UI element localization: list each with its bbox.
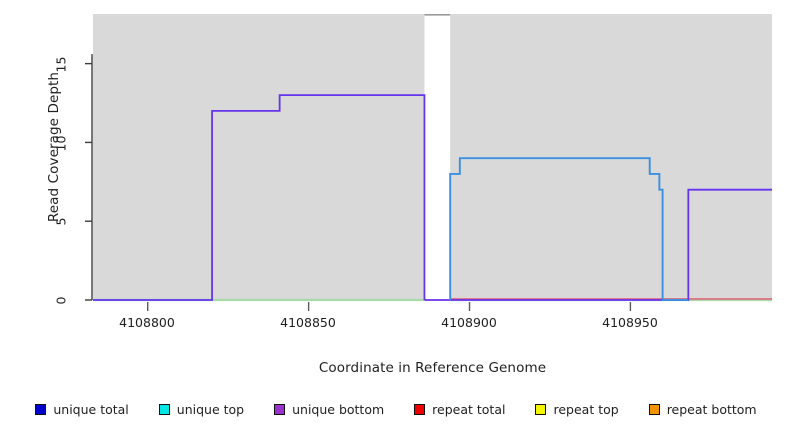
legend-entry[interactable]: unique total	[35, 401, 129, 417]
legend-entry[interactable]: unique bottom	[274, 402, 384, 417]
x-tick-label-1: 4108850	[280, 315, 336, 330]
panel-top-border-gap	[424, 14, 451, 16]
legend-entry[interactable]: unique top	[158, 401, 245, 417]
legend-label: unique top	[176, 401, 245, 417]
series-unique-total-overlay	[449, 157, 689, 301]
legend-swatch-icon	[35, 403, 47, 415]
x-tick-label-3: 4108950	[602, 315, 658, 330]
x-tick-label-2: 4108900	[441, 315, 497, 330]
legend-entry[interactable]: repeat bottom	[648, 401, 757, 417]
legend-swatch-icon	[535, 403, 547, 415]
x-axis-title: Coordinate in Reference Genome	[318, 360, 547, 376]
legend-label: repeat bottom	[666, 401, 757, 417]
legend-entry[interactable]: repeat top	[535, 401, 619, 417]
legend-label: unique bottom	[292, 401, 385, 417]
plot-panel-right	[450, 14, 772, 300]
series-unique-bottom-left	[93, 94, 426, 301]
y-tick-label-2: 10	[53, 135, 69, 152]
y-tick-label-3: 15	[53, 56, 69, 73]
series-unique-bottom-right	[450, 188, 772, 301]
plot-panel-left	[93, 14, 425, 300]
chart-legend: unique total unique top unique bottom repea…	[0, 398, 792, 420]
y-tick-label-1: 5	[53, 217, 69, 226]
legend-label: repeat total	[432, 401, 506, 417]
legend-swatch-icon	[648, 403, 660, 415]
legend-entry[interactable]: repeat total	[414, 402, 505, 417]
y-tick-label-0: 0	[53, 296, 69, 305]
legend-swatch-icon	[414, 403, 426, 415]
legend-swatch-icon	[158, 403, 170, 415]
legend-label: unique total	[53, 401, 129, 417]
x-tick-label-0: 4108800	[119, 315, 175, 330]
legend-label: repeat top	[553, 401, 619, 417]
legend-swatch-icon	[274, 403, 286, 415]
